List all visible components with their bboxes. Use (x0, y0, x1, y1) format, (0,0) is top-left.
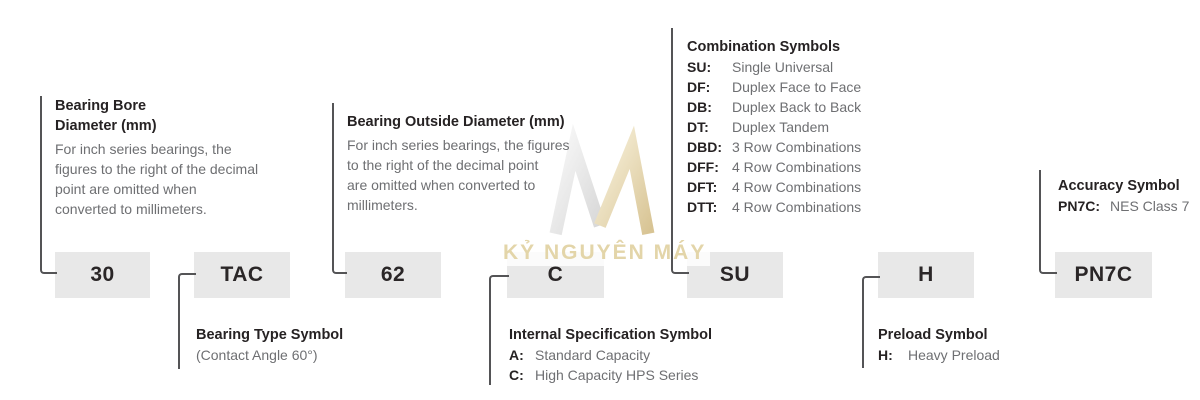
connector-bore-line (40, 96, 57, 274)
code-label: C (547, 263, 564, 286)
symbol-desc: NES Class 7 (1110, 198, 1190, 214)
connector-combination-line (671, 28, 689, 274)
symbol-row: PN7C: NES Class 7 (1058, 196, 1200, 216)
watermark-text: KỶ NGUYÊN MÁY (499, 240, 711, 266)
symbol-code: DFT: (687, 179, 718, 195)
symbol-row: SU: Single Universal (687, 57, 977, 77)
annotation-internal-spec: Internal Specification Symbol A: Standard… (509, 325, 749, 385)
code-label: 62 (380, 263, 406, 286)
symbol-code: C: (509, 367, 524, 383)
symbol-desc: Duplex Face to Face (732, 79, 862, 95)
symbol-row: DFF: 4 Row Combinations (687, 157, 977, 177)
annotation-bearing-type: Bearing Type Symbol (Contact Angle 60°) (196, 325, 406, 365)
symbol-code: SU: (687, 59, 712, 75)
annotation-title: Diameter (mm) (55, 118, 157, 134)
connector-outside-line (332, 103, 347, 274)
symbol-desc: 3 Row Combinations (732, 139, 862, 155)
symbol-row: DT: Duplex Tandem (687, 117, 977, 137)
symbol-code: DT: (687, 119, 709, 135)
code-label: PN7C (1074, 263, 1133, 286)
symbol-desc: Standard Capacity (535, 347, 651, 363)
symbol-desc: 4 Row Combinations (732, 179, 862, 195)
code-box-bearing-type: TAC (194, 252, 290, 298)
symbol-row: H: Heavy Preload (878, 345, 1078, 365)
annotation-body-line: to the right of the decimal point (347, 157, 539, 173)
annotation-title: Accuracy Symbol (1058, 178, 1180, 194)
annotation-body-line: converted to millimeters. (55, 201, 207, 217)
annotation-body-line: millimeters. (347, 197, 418, 213)
connector-internal-spec-line (489, 275, 509, 385)
symbol-desc: 4 Row Combinations (732, 159, 862, 175)
symbol-row: DTT: 4 Row Combinations (687, 197, 977, 217)
symbol-desc: Duplex Back to Back (732, 99, 862, 115)
symbol-code: DF: (687, 79, 711, 95)
annotation-title: Bearing Type Symbol (196, 327, 344, 343)
symbol-desc: High Capacity HPS Series (535, 367, 699, 383)
annotation-title: Combination Symbols (687, 39, 841, 55)
symbol-row: C: High Capacity HPS Series (509, 365, 749, 385)
code-label: TAC (220, 263, 264, 286)
symbol-code: DTT: (687, 199, 718, 215)
annotation-accuracy-symbol: Accuracy Symbol PN7C: NES Class 7 (1058, 176, 1200, 216)
symbol-code: PN7C: (1058, 198, 1101, 214)
symbol-desc: Heavy Preload (908, 347, 1000, 363)
code-box-preload: H (878, 252, 974, 298)
annotation-body-line: are omitted when converted to (347, 177, 536, 193)
annotation-preload: Preload Symbol H: Heavy Preload (878, 325, 1078, 365)
annotation-title: Preload Symbol (878, 327, 988, 343)
code-box-bore-diameter: 30 (55, 252, 150, 298)
symbol-row: DF: Duplex Face to Face (687, 77, 977, 97)
symbol-desc: Duplex Tandem (732, 119, 830, 135)
code-label: H (918, 263, 934, 286)
symbol-row: DFT: 4 Row Combinations (687, 177, 977, 197)
annotation-bore-diameter: Bearing Bore Diameter (mm) For inch seri… (55, 96, 305, 219)
code-box-outside-diameter: 62 (345, 252, 441, 298)
annotation-body-line: For inch series bearings, the figures (347, 137, 570, 153)
annotation-body-line: point are omitted when (55, 181, 197, 197)
watermark-m-icon (549, 123, 655, 236)
connector-accuracy-line (1039, 170, 1057, 274)
annotation-outside-diameter: Bearing Outside Diameter (mm) For inch s… (347, 112, 597, 215)
symbol-code: H: (878, 347, 893, 363)
symbol-code: DFF: (687, 159, 719, 175)
symbol-code: DBD: (687, 139, 722, 155)
code-box-accuracy: PN7C (1055, 252, 1152, 298)
symbol-code: A: (509, 347, 524, 363)
annotation-title: Bearing Bore (55, 98, 147, 114)
connector-bearing-type-line (178, 273, 196, 369)
code-label: 30 (90, 263, 115, 286)
symbol-row: DB: Duplex Back to Back (687, 97, 977, 117)
annotation-body-line: figures to the right of the decimal (55, 161, 259, 177)
symbol-desc: Single Universal (732, 59, 834, 75)
annotation-subtitle: (Contact Angle 60°) (196, 347, 318, 363)
connector-preload-line (862, 276, 880, 368)
annotation-combination-symbols: Combination Symbols SU: Single Universal … (687, 37, 977, 217)
annotation-body-line: For inch series bearings, the (55, 141, 232, 157)
annotation-title: Bearing Outside Diameter (mm) (347, 114, 565, 130)
annotation-title: Internal Specification Symbol (509, 327, 713, 343)
symbol-row: A: Standard Capacity (509, 345, 749, 365)
symbol-desc: 4 Row Combinations (732, 199, 862, 215)
symbol-code: DB: (687, 99, 712, 115)
code-label: SU (719, 263, 751, 286)
symbol-row: DBD: 3 Row Combinations (687, 137, 977, 157)
